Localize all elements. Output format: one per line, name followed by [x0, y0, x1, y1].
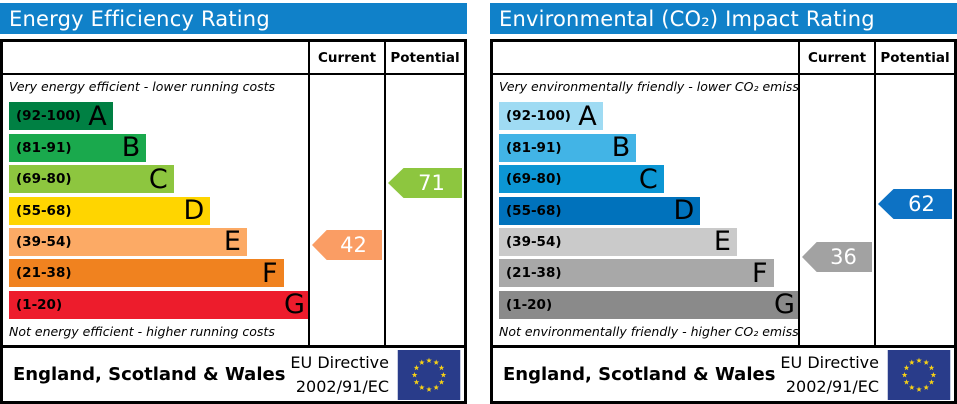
- energy-efficiency-chart: Energy Efficiency Rating Current Potenti…: [0, 0, 467, 404]
- potential-column-header: Potential: [874, 42, 954, 75]
- current-rating-arrow: 42: [312, 230, 382, 260]
- current-rating-arrow: 36: [802, 242, 872, 272]
- band-range: (81-91): [16, 139, 72, 156]
- eu-flag-icon: [397, 349, 461, 400]
- rating-table: Current Potential Very energy efficient …: [0, 39, 467, 348]
- band-list: (92-100) A (81-91) B (69-80) C (55-68) D: [493, 100, 798, 321]
- bands-area: Very environmentally friendly - lower CO…: [493, 75, 798, 345]
- band-d: (55-68) D: [499, 195, 701, 226]
- band-g: (1-20) G: [499, 289, 798, 321]
- band-f: (21-38) F: [499, 257, 774, 289]
- current-column: 36: [798, 75, 874, 345]
- environmental-impact-chart: Environmental (CO₂) Impact Rating Curren…: [490, 0, 957, 404]
- band-letter: F: [751, 257, 768, 289]
- caption-top: Very energy efficient - lower running co…: [9, 79, 276, 94]
- band-letter: C: [148, 163, 168, 195]
- chart-title: Energy Efficiency Rating: [0, 3, 467, 34]
- band-f: (21-38) F: [9, 257, 284, 289]
- band-c: (69-80) C: [499, 163, 664, 195]
- band-range: (1-20): [16, 296, 63, 313]
- current-column-header: Current: [798, 42, 874, 75]
- band-letter: C: [638, 163, 658, 195]
- band-b: (81-91) B: [9, 132, 147, 164]
- potential-column-header: Potential: [384, 42, 464, 75]
- region-label: England, Scotland & Wales: [13, 364, 286, 385]
- band-range: (69-80): [506, 171, 562, 188]
- region-label: England, Scotland & Wales: [503, 364, 776, 385]
- potential-rating-arrow: 71: [388, 168, 462, 198]
- caption-bottom: Not environmentally friendly - higher CO…: [499, 324, 798, 339]
- corner-cell: [493, 42, 798, 75]
- eu-flag-icon: [887, 349, 951, 400]
- band-letter: F: [261, 257, 278, 289]
- band-b: (81-91) B: [499, 132, 637, 164]
- caption-bottom: Not energy efficient - higher running co…: [9, 324, 275, 339]
- band-range: (21-38): [506, 265, 562, 282]
- band-e: (39-54) E: [499, 226, 737, 258]
- band-d: (55-68) D: [9, 195, 211, 226]
- band-range: (81-91): [506, 139, 562, 156]
- caption-top: Very environmentally friendly - lower CO…: [499, 79, 798, 94]
- band-range: (39-54): [506, 233, 562, 250]
- band-range: (21-38): [16, 265, 72, 282]
- band-list: (92-100) A (81-91) B (69-80) C (55-68) D: [3, 100, 308, 321]
- band-letter: B: [121, 132, 141, 164]
- band-letter: A: [578, 100, 597, 132]
- band-range: (39-54): [16, 233, 72, 250]
- corner-cell: [3, 42, 308, 75]
- band-letter: E: [223, 226, 241, 258]
- band-letter: D: [183, 195, 205, 226]
- eu-directive-label: EU Directive 2002/91/EC: [290, 353, 389, 396]
- band-letter: E: [713, 226, 731, 258]
- band-range: (55-68): [506, 202, 562, 219]
- band-letter: G: [774, 289, 795, 321]
- potential-column: 62: [874, 75, 954, 345]
- band-c: (69-80) C: [9, 163, 174, 195]
- band-range: (1-20): [506, 296, 553, 313]
- band-range: (92-100): [16, 108, 81, 125]
- current-column: 42: [308, 75, 384, 345]
- band-range: (69-80): [16, 171, 72, 188]
- bands-area: Very energy efficient - lower running co…: [3, 75, 308, 345]
- band-letter: G: [284, 289, 305, 321]
- band-letter: D: [673, 195, 695, 226]
- band-letter: A: [88, 100, 107, 132]
- rating-table: Current Potential Very environmentally f…: [490, 39, 957, 348]
- eu-directive-label: EU Directive 2002/91/EC: [780, 353, 879, 396]
- chart-footer: England, Scotland & Wales EU Directive 2…: [0, 348, 467, 404]
- band-letter: B: [611, 132, 631, 164]
- current-column-header: Current: [308, 42, 384, 75]
- band-e: (39-54) E: [9, 226, 247, 258]
- chart-title: Environmental (CO₂) Impact Rating: [490, 3, 957, 34]
- band-range: (92-100): [506, 108, 571, 125]
- band-range: (55-68): [16, 202, 72, 219]
- potential-rating-arrow: 62: [878, 189, 952, 219]
- band-g: (1-20) G: [9, 289, 308, 321]
- band-a: (92-100) A: [9, 100, 113, 132]
- potential-column: 71: [384, 75, 464, 345]
- band-a: (92-100) A: [499, 100, 603, 132]
- chart-footer: England, Scotland & Wales EU Directive 2…: [490, 348, 957, 404]
